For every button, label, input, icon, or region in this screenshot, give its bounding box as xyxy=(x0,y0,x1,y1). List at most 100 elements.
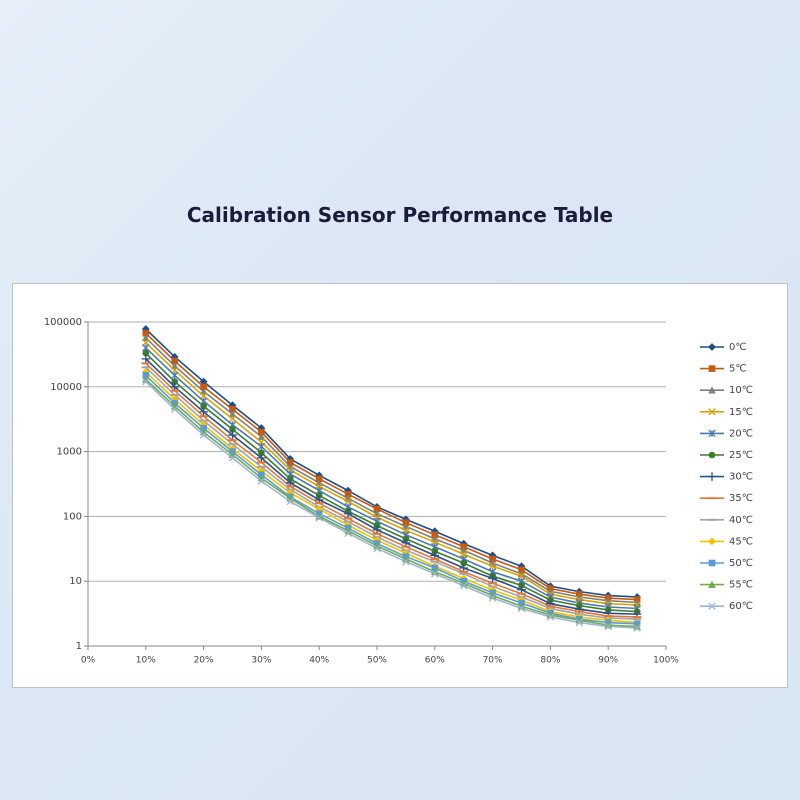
data-point xyxy=(171,357,178,365)
data-point xyxy=(372,525,382,535)
data-point xyxy=(575,618,584,627)
legend-label: 0℃ xyxy=(729,342,747,353)
data-point xyxy=(604,622,612,631)
data-point xyxy=(228,430,237,440)
data-point xyxy=(343,509,353,519)
data-point xyxy=(315,475,323,483)
series-line xyxy=(145,347,638,610)
data-point xyxy=(431,570,439,578)
data-point xyxy=(575,595,584,604)
data-point xyxy=(344,490,352,498)
legend-marker xyxy=(708,559,716,567)
data-point xyxy=(142,375,150,383)
data-point xyxy=(199,407,208,417)
data-point xyxy=(431,567,439,576)
data-point xyxy=(517,602,526,610)
data-point xyxy=(633,601,641,609)
data-point xyxy=(171,378,178,385)
x-tick-label: 40% xyxy=(309,656,329,666)
chart: 1 10 100 1000 10000 100000 0% 10% 20% 30% 40% 50% 60… xyxy=(12,283,788,688)
x-tick-label: 30% xyxy=(251,656,271,666)
data-point xyxy=(287,459,294,466)
x-tick-label: 10% xyxy=(136,656,156,666)
y-tick-label: 10000 xyxy=(50,382,82,393)
data-point xyxy=(315,492,323,499)
series-line xyxy=(145,358,638,615)
data-point xyxy=(344,529,352,537)
data-point xyxy=(488,594,497,602)
x-tick-label: 80% xyxy=(540,656,560,666)
legend-marker xyxy=(708,537,716,546)
legend-label: 35℃ xyxy=(729,493,753,504)
x-tick-label: 50% xyxy=(367,656,387,666)
x-tick-label: 90% xyxy=(598,656,618,666)
page-title: Calibration Sensor Performance Table xyxy=(186,203,614,227)
data-point xyxy=(142,349,150,357)
data-point xyxy=(373,544,381,553)
legend-label: 50℃ xyxy=(729,558,753,569)
data-point xyxy=(258,428,265,436)
legend-label: 45℃ xyxy=(729,536,753,547)
legend-marker xyxy=(708,602,716,610)
data-point xyxy=(229,405,236,413)
series-line xyxy=(145,332,638,601)
data-point xyxy=(229,426,236,433)
data-point xyxy=(315,505,324,513)
data-point xyxy=(258,449,265,457)
data-point xyxy=(142,372,150,379)
x-tick-label: 0% xyxy=(81,656,96,666)
data-point xyxy=(517,570,526,578)
data-point xyxy=(257,477,266,485)
data-point xyxy=(199,431,208,439)
legend-marker xyxy=(708,343,716,351)
data-point xyxy=(373,536,381,545)
data-point xyxy=(344,497,352,506)
series-line xyxy=(145,352,638,613)
data-point xyxy=(170,382,179,392)
data-point xyxy=(200,383,207,391)
data-point xyxy=(344,526,352,535)
y-tick-label: 100000 xyxy=(44,317,82,328)
data-point xyxy=(373,505,381,513)
legend-marker xyxy=(708,408,716,416)
x-tick-label: 60% xyxy=(425,656,445,666)
y-tick-label: 1 xyxy=(76,641,82,652)
data-point xyxy=(142,377,150,386)
data-point xyxy=(518,566,525,574)
series-line xyxy=(145,381,638,629)
data-point xyxy=(459,582,468,590)
data-point xyxy=(315,512,323,520)
legend-label: 40℃ xyxy=(729,515,753,526)
series-line xyxy=(145,378,638,628)
legend-label: 25℃ xyxy=(729,450,753,461)
data-point xyxy=(200,424,207,432)
data-point xyxy=(141,354,151,364)
data-point xyxy=(228,415,237,423)
data-point xyxy=(402,557,410,566)
data-point xyxy=(575,616,584,624)
series-line xyxy=(145,362,638,618)
data-point xyxy=(633,598,641,606)
x-tick-label: 70% xyxy=(483,656,503,666)
legend-label: 10℃ xyxy=(729,385,753,396)
data-point xyxy=(633,624,641,632)
data-point xyxy=(199,377,208,386)
data-point xyxy=(200,403,207,410)
y-tick-label: 100 xyxy=(63,511,82,522)
y-tick-label: 1000 xyxy=(57,447,82,458)
series-line xyxy=(145,366,638,620)
data-point xyxy=(460,559,468,567)
data-point xyxy=(546,611,555,619)
data-point xyxy=(489,555,496,563)
data-point xyxy=(546,613,555,621)
data-point xyxy=(488,562,497,571)
data-point xyxy=(257,442,266,451)
legend-marker xyxy=(708,386,716,394)
data-point xyxy=(257,453,266,463)
data-point xyxy=(431,531,439,539)
data-point xyxy=(199,387,208,395)
data-point xyxy=(315,514,323,522)
data-point xyxy=(604,599,612,608)
legend-label: 20℃ xyxy=(729,428,753,439)
